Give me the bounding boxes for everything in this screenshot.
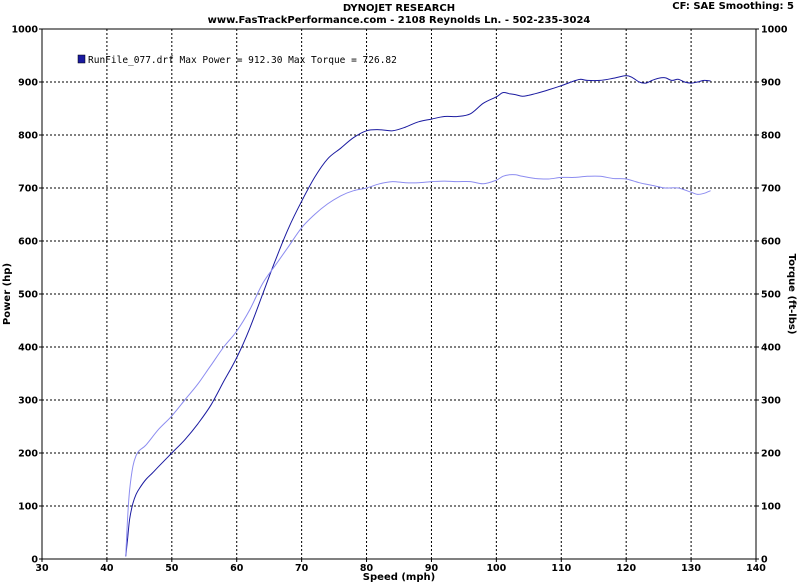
y2-tick-label: 700 — [761, 184, 781, 195]
y-tick-label: 100 — [18, 502, 38, 513]
legend-swatch — [77, 54, 86, 64]
y2-tick-label: 600 — [761, 237, 781, 248]
x-tick-label: 70 — [295, 563, 309, 574]
y2-tick-label: 0 — [761, 555, 768, 566]
legend-text: RunFile_077.drf Max Power = 912.30 Max T… — [88, 55, 397, 66]
y-tick-label: 1000 — [12, 25, 39, 36]
x-tick-label: 60 — [230, 563, 244, 574]
x-tick-label: 130 — [681, 563, 701, 574]
y-tick-label: 800 — [18, 131, 38, 142]
x-axis-ticks: 30 40 50 60 70 80 90 100 110 120 130 140 — [35, 559, 766, 574]
chart-title: DYNOJET RESEARCH — [343, 3, 455, 14]
y-tick-label: 600 — [18, 237, 38, 248]
y2-axis-ticks: 0 100 200 300 400 500 600 700 800 900 1000 — [756, 25, 788, 566]
y-tick-label: 300 — [18, 396, 38, 407]
y-tick-label: 200 — [18, 449, 38, 460]
power-series-line — [125, 75, 711, 557]
x-tick-label: 30 — [35, 563, 49, 574]
x-tick-label: 50 — [165, 563, 179, 574]
x-tick-label: 120 — [616, 563, 636, 574]
torque-series-line — [125, 174, 711, 557]
x-tick-label: 100 — [486, 563, 506, 574]
x-tick-label: 90 — [425, 563, 439, 574]
y-tick-label: 900 — [18, 78, 38, 89]
y-axis-label: Power (hp) — [2, 263, 13, 325]
series-layer — [125, 75, 711, 557]
settings-readout: CF: SAE Smoothing: 5 — [672, 1, 794, 12]
y2-tick-label: 500 — [761, 290, 781, 301]
x-tick-label: 140 — [746, 563, 766, 574]
x-tick-label: 40 — [100, 563, 114, 574]
x-tick-label: 110 — [551, 563, 571, 574]
y2-tick-label: 1000 — [761, 25, 788, 36]
y2-tick-label: 400 — [761, 343, 781, 354]
y2-tick-label: 100 — [761, 502, 781, 513]
x-axis-label: Speed (mph) — [363, 572, 435, 583]
legend: RunFile_077.drf Max Power = 912.30 Max T… — [77, 54, 397, 66]
grid-lines — [42, 29, 756, 559]
y2-tick-label: 800 — [761, 131, 781, 142]
y2-tick-label: 200 — [761, 449, 781, 460]
y-tick-label: 0 — [31, 555, 38, 566]
y-axis-ticks: 0 100 200 300 400 500 600 700 800 900 1000 — [12, 25, 42, 566]
y2-tick-label: 300 — [761, 396, 781, 407]
chart-subtitle: www.FasTrackPerformance.com - 2108 Reyno… — [208, 15, 591, 26]
y2-tick-label: 900 — [761, 78, 781, 89]
y-tick-label: 500 — [18, 290, 38, 301]
y-tick-label: 400 — [18, 343, 38, 354]
y-tick-label: 700 — [18, 184, 38, 195]
x-tick-label: 80 — [360, 563, 374, 574]
y2-axis-label: Torque (ft-lbs) — [786, 254, 797, 335]
